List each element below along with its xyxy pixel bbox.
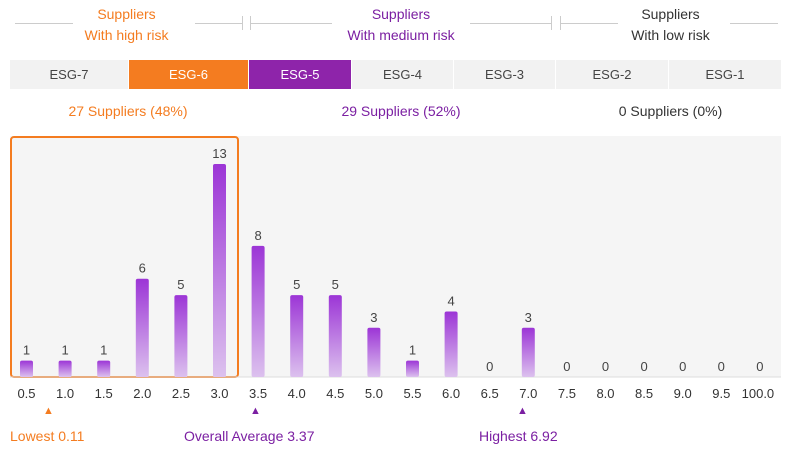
x-tick-label: 8.0 <box>596 386 614 401</box>
histogram-bar[interactable] <box>174 295 188 377</box>
x-tick-label: 3.0 <box>210 386 228 401</box>
x-tick-label: 9.5 <box>712 386 730 401</box>
bar-value-label: 5 <box>293 277 300 292</box>
x-tick-label: 4.5 <box>326 386 344 401</box>
divider <box>730 23 778 24</box>
bar-value-label: 0 <box>602 359 609 374</box>
x-tick-label: 5.0 <box>365 386 383 401</box>
marker-label: Overall Average 3.37 <box>184 428 315 444</box>
histogram-bar[interactable] <box>328 295 342 377</box>
x-tick-label: 6.5 <box>481 386 499 401</box>
risk-group-low: Suppliers With low risk <box>560 4 781 48</box>
risk-group-subtitle: With low risk <box>631 27 710 43</box>
histogram-bar[interactable] <box>20 360 33 377</box>
divider <box>250 23 332 24</box>
divider <box>15 23 73 24</box>
up-triangle-icon: ▲ <box>250 405 261 417</box>
bar-value-label: 13 <box>212 146 226 161</box>
bar-value-label: 1 <box>409 343 416 358</box>
divider <box>242 16 243 30</box>
risk-group-title: Suppliers <box>97 6 156 22</box>
bar-value-label: 0 <box>640 359 647 374</box>
bar-value-label: 1 <box>61 343 68 358</box>
x-tick-label: 100.0 <box>742 386 775 401</box>
esg-segment-3[interactable]: ESG-3 <box>454 60 556 89</box>
x-tick-label: 1.0 <box>56 386 74 401</box>
risk-group-title: Suppliers <box>371 6 431 22</box>
risk-group-medium: Suppliers With medium risk <box>250 4 552 48</box>
x-tick-label: 7.0 <box>519 386 537 401</box>
x-tick-label: 2.5 <box>172 386 190 401</box>
bar-value-label: 1 <box>100 343 107 358</box>
divider <box>560 23 618 24</box>
marker-label: Highest 6.92 <box>479 428 558 444</box>
esg-segment-5[interactable]: ESG-5 <box>249 60 352 89</box>
x-tick-label: 4.0 <box>288 386 306 401</box>
esg-segment-7[interactable]: ESG-7 <box>10 60 129 89</box>
risk-group-high: Suppliers With high risk <box>10 4 243 48</box>
esg-segment-6[interactable]: ESG-6 <box>129 60 249 89</box>
divider <box>195 23 243 24</box>
x-tick-label: 7.5 <box>558 386 576 401</box>
up-triangle-icon: ▲ <box>43 405 54 417</box>
histogram-bar[interactable] <box>290 295 304 377</box>
plot-background <box>10 136 781 377</box>
x-tick-label: 9.0 <box>674 386 692 401</box>
x-tick-label: 1.5 <box>95 386 113 401</box>
x-tick-label: 5.5 <box>403 386 421 401</box>
bar-value-label: 5 <box>332 277 339 292</box>
x-tick-label: 0.5 <box>17 386 35 401</box>
supplier-count-high: 27 Suppliers (48%) <box>68 103 188 119</box>
histogram-bar[interactable] <box>367 327 381 377</box>
x-tick-label: 3.5 <box>249 386 267 401</box>
esg-level-bar: ESG-7 ESG-6 ESG-5 ESG-4 ESG-3 ESG-2 ESG-… <box>10 60 781 89</box>
divider <box>470 23 552 24</box>
histogram-bar[interactable] <box>58 360 72 377</box>
histogram-bar[interactable] <box>444 311 458 378</box>
risk-group-subtitle: With medium risk <box>347 27 455 43</box>
bar-value-label: 0 <box>563 359 570 374</box>
bar-value-label: 3 <box>370 310 377 325</box>
esg-segment-1[interactable]: ESG-1 <box>669 60 781 89</box>
x-tick-label: 2.0 <box>133 386 151 401</box>
bar-value-label: 0 <box>486 359 493 374</box>
supplier-count-low: 0 Suppliers (0%) <box>618 103 723 119</box>
bar-value-label: 6 <box>139 261 146 276</box>
bar-value-label: 0 <box>756 359 763 374</box>
bar-value-label: 4 <box>447 294 454 309</box>
up-triangle-icon: ▲ <box>517 405 528 417</box>
histogram-bar[interactable] <box>521 327 535 377</box>
supplier-count-medium: 29 Suppliers (52%) <box>341 103 461 119</box>
bar-value-label: 8 <box>254 228 261 243</box>
score-distribution-chart: 10.511.011.562.052.5133.083.554.054.535.… <box>10 136 781 401</box>
divider <box>551 16 552 30</box>
x-tick-label: 6.0 <box>442 386 460 401</box>
risk-group-subtitle: With high risk <box>84 27 169 43</box>
histogram-bar[interactable] <box>406 360 419 377</box>
histogram-bar[interactable] <box>213 164 226 377</box>
marker-label: Lowest 0.11 <box>10 428 85 444</box>
bar-value-label: 5 <box>177 277 184 292</box>
histogram-bar[interactable] <box>97 360 111 377</box>
histogram-bar[interactable] <box>135 278 149 377</box>
bar-value-label: 0 <box>679 359 686 374</box>
esg-segment-4[interactable]: ESG-4 <box>352 60 454 89</box>
histogram-bar[interactable] <box>251 245 265 377</box>
bar-value-label: 0 <box>718 359 725 374</box>
risk-group-title: Suppliers <box>641 6 700 22</box>
esg-segment-2[interactable]: ESG-2 <box>556 60 669 89</box>
x-tick-label: 8.5 <box>635 386 653 401</box>
bar-value-label: 1 <box>23 343 30 358</box>
bar-value-label: 3 <box>525 310 532 325</box>
